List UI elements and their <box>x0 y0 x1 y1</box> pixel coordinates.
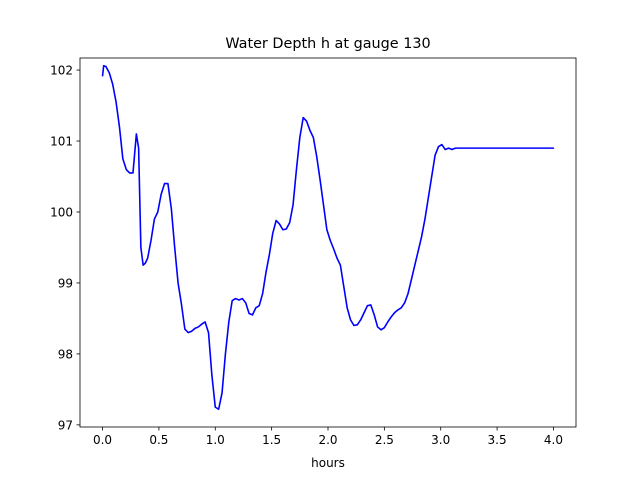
y-tick-label: 97 <box>58 418 73 432</box>
y-tick-label: 98 <box>58 347 73 361</box>
x-tick-label: 1.0 <box>206 433 225 447</box>
x-tick-label: 3.0 <box>431 433 450 447</box>
chart-title: Water Depth h at gauge 130 <box>225 36 430 52</box>
y-tick-label: 99 <box>58 276 73 290</box>
x-tick-label: 3.5 <box>488 433 507 447</box>
x-tick-label: 2.0 <box>318 433 337 447</box>
series-line <box>101 65 555 411</box>
y-tick-label: 102 <box>50 64 73 78</box>
x-axis-ticks: 0.0 0.5 1.0 1.5 2.0 2.5 3.0 3.5 4.0 <box>93 427 563 447</box>
plot-area <box>80 58 576 427</box>
y-tick-label: 100 <box>50 205 73 219</box>
y-tick-label: 101 <box>50 135 73 149</box>
x-tick-label: 4.0 <box>544 433 563 447</box>
series-lines <box>101 65 555 411</box>
y-axis-ticks: 97 98 99 100 101 102 <box>50 64 80 432</box>
x-tick-label: 1.5 <box>262 433 281 447</box>
x-tick-label: 0.0 <box>93 433 112 447</box>
x-tick-label: 0.5 <box>149 433 168 447</box>
x-axis-label: hours <box>311 456 345 470</box>
x-tick-label: 2.5 <box>375 433 394 447</box>
